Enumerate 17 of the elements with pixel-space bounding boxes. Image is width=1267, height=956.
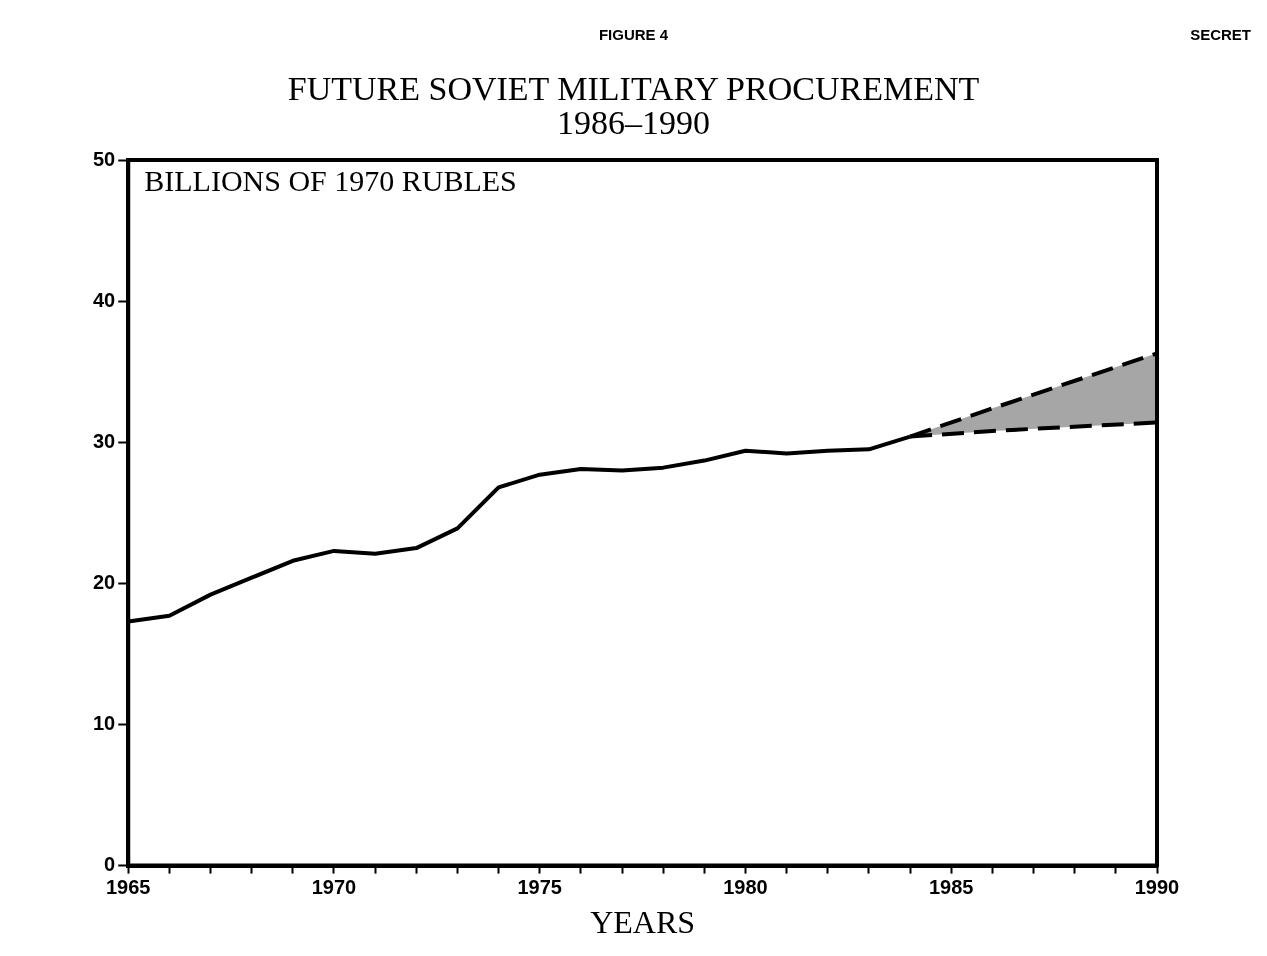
x-tick-label: 1970: [311, 876, 357, 899]
y-tick-label: 20: [93, 570, 116, 593]
x-tick-label: 1985: [929, 876, 974, 899]
x-tick-label: 1975: [517, 876, 562, 899]
x-tick-label: 1965: [106, 876, 151, 899]
caption: FIGURE 4: [598, 26, 669, 43]
y-tick-label: 0: [104, 853, 116, 876]
x-tick-label: 1990: [1134, 876, 1180, 899]
y-axis-title: BILLIONS OF 1970 RUBLES: [144, 163, 517, 197]
chart-title: FUTURE SOVIET MILITARY PROCUREMENT 1986–1990: [286, 70, 981, 141]
x-tick-label: 1980: [723, 876, 768, 899]
y-tick-label: 10: [93, 712, 116, 734]
x-axis-title: YEARS: [590, 904, 696, 941]
y-tick-label: 40: [93, 288, 116, 311]
text: SECRET: [1190, 26, 1251, 43]
y-tick-label: 50: [93, 147, 116, 170]
y-tick-label: 30: [93, 429, 116, 452]
